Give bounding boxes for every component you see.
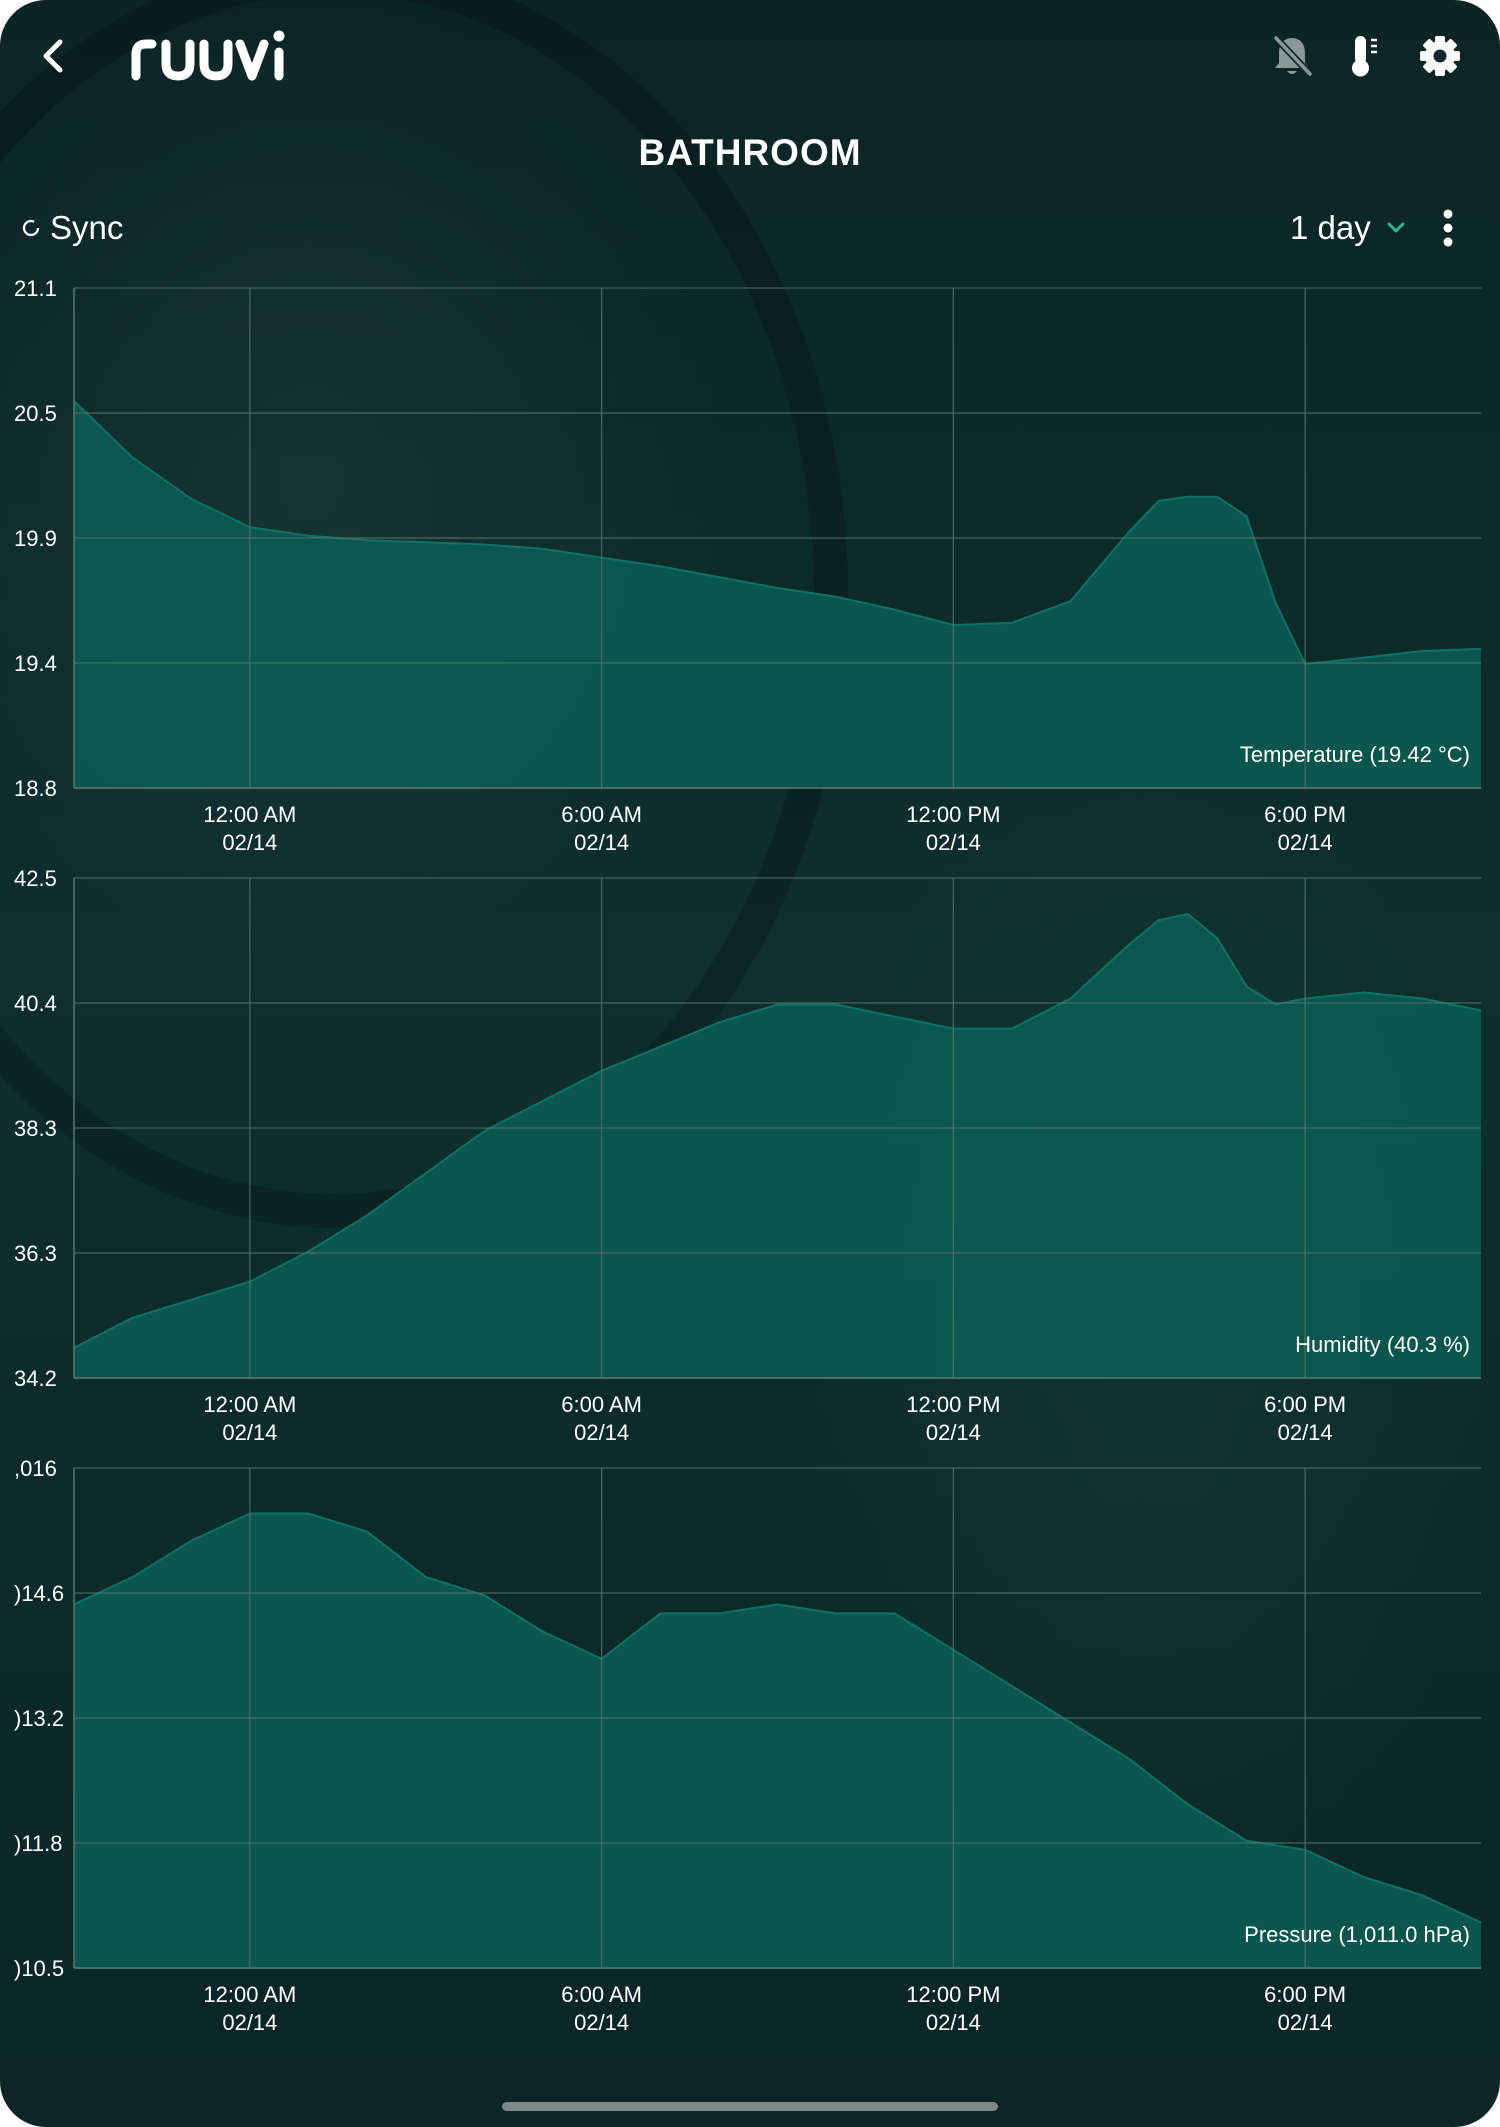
y-tick-label: 40.4 (14, 991, 57, 1016)
top-bar (0, 0, 1500, 120)
x-tick-date-label: 02/14 (1278, 2010, 1333, 2035)
back-button[interactable] (34, 30, 76, 82)
chart-area (74, 914, 1481, 1378)
x-tick-date-label: 02/14 (926, 830, 981, 855)
pressure-chart[interactable]: ,016 )14.6 )13.2 )11.8 )10.5 12:00 AM 02/14 6:0… (0, 1448, 1500, 2038)
y-tick-label: 36.3 (14, 1241, 57, 1266)
temperature-chart[interactable]: 21.1 20.5 19.9 19.4 18.8 12:00 AM 02/14 6:00 AM… (0, 268, 1500, 858)
time-range-dropdown[interactable]: 1 day (1290, 206, 1411, 250)
time-range-label: 1 day (1290, 209, 1371, 246)
ruuvi-logo (130, 22, 290, 86)
x-tick-time-label: 6:00 AM (561, 1982, 642, 2007)
alerts-button[interactable] (1266, 30, 1318, 82)
x-tick-date-label: 02/14 (926, 2010, 981, 2035)
x-tick-time-label: 6:00 PM (1264, 802, 1346, 827)
chart-area (74, 401, 1481, 788)
sync-icon (22, 219, 40, 237)
chart-area (74, 1513, 1481, 1968)
chart-line (73, 913, 1482, 1349)
sensor-settings-button[interactable] (1338, 30, 1390, 82)
x-tick-time-label: 12:00 PM (906, 1982, 1000, 2007)
chart-legend-label: Temperature (19.42 °C) (1240, 742, 1470, 767)
x-tick-time-label: 6:00 AM (561, 1392, 642, 1417)
chart-line (73, 1512, 1482, 1924)
x-tick-time-label: 12:00 AM (203, 802, 296, 827)
chevron-down-icon (1387, 222, 1405, 233)
bell-off-icon (1273, 35, 1313, 77)
x-tick-date-label: 02/14 (222, 830, 277, 855)
x-tick-time-label: 12:00 AM (203, 1982, 296, 2007)
chart-legend-label: Pressure (1,011.0 hPa) (1244, 1922, 1470, 1947)
gear-icon (1420, 36, 1460, 76)
x-tick-date-label: 02/14 (222, 1420, 277, 1445)
x-tick-date-label: 02/14 (1278, 830, 1333, 855)
y-tick-label: )14.6 (14, 1581, 64, 1606)
y-tick-label: )13.2 (14, 1706, 64, 1731)
y-tick-label: )11.8 (14, 1831, 63, 1856)
back-arrow-icon (43, 39, 63, 73)
x-tick-time-label: 12:00 PM (906, 1392, 1000, 1417)
y-tick-label: )10.5 (14, 1956, 64, 1981)
x-tick-date-label: 02/14 (574, 830, 629, 855)
y-tick-label: 42.5 (14, 866, 57, 891)
sync-button[interactable]: Sync (20, 208, 123, 248)
sync-label: Sync (50, 209, 124, 246)
y-tick-label: 21.1 (14, 276, 57, 301)
home-indicator (502, 2102, 998, 2111)
x-tick-date-label: 02/14 (1278, 1420, 1333, 1445)
humidity-chart[interactable]: 42.5 40.4 38.3 36.3 34.2 12:00 AM 02/14 6:00 AM… (0, 858, 1500, 1448)
y-tick-label: ,016 (14, 1456, 57, 1481)
y-tick-label: 34.2 (14, 1366, 57, 1391)
y-tick-label: 19.4 (14, 651, 57, 676)
y-tick-label: 20.5 (14, 401, 57, 426)
x-tick-date-label: 02/14 (926, 1420, 981, 1445)
x-tick-time-label: 12:00 AM (203, 1392, 296, 1417)
chart-legend-label: Humidity (40.3 %) (1295, 1332, 1470, 1357)
x-tick-date-label: 02/14 (222, 2010, 277, 2035)
x-tick-time-label: 6:00 AM (561, 802, 642, 827)
settings-button[interactable] (1414, 30, 1466, 82)
thermometer-icon (1352, 36, 1377, 77)
x-tick-time-label: 6:00 PM (1264, 1982, 1346, 2007)
page-title: BATHROOM (638, 132, 862, 173)
x-tick-time-label: 12:00 PM (906, 802, 1000, 827)
y-tick-label: 18.8 (14, 776, 57, 801)
more-options-button[interactable] (1430, 206, 1466, 250)
y-tick-label: 38.3 (14, 1116, 57, 1141)
vertical-ellipsis-icon (1443, 209, 1453, 247)
x-tick-date-label: 02/14 (574, 2010, 629, 2035)
x-tick-date-label: 02/14 (574, 1420, 629, 1445)
ruuvi-logo-icon (131, 30, 285, 81)
y-tick-label: 19.9 (14, 526, 57, 551)
x-tick-time-label: 6:00 PM (1264, 1392, 1346, 1417)
